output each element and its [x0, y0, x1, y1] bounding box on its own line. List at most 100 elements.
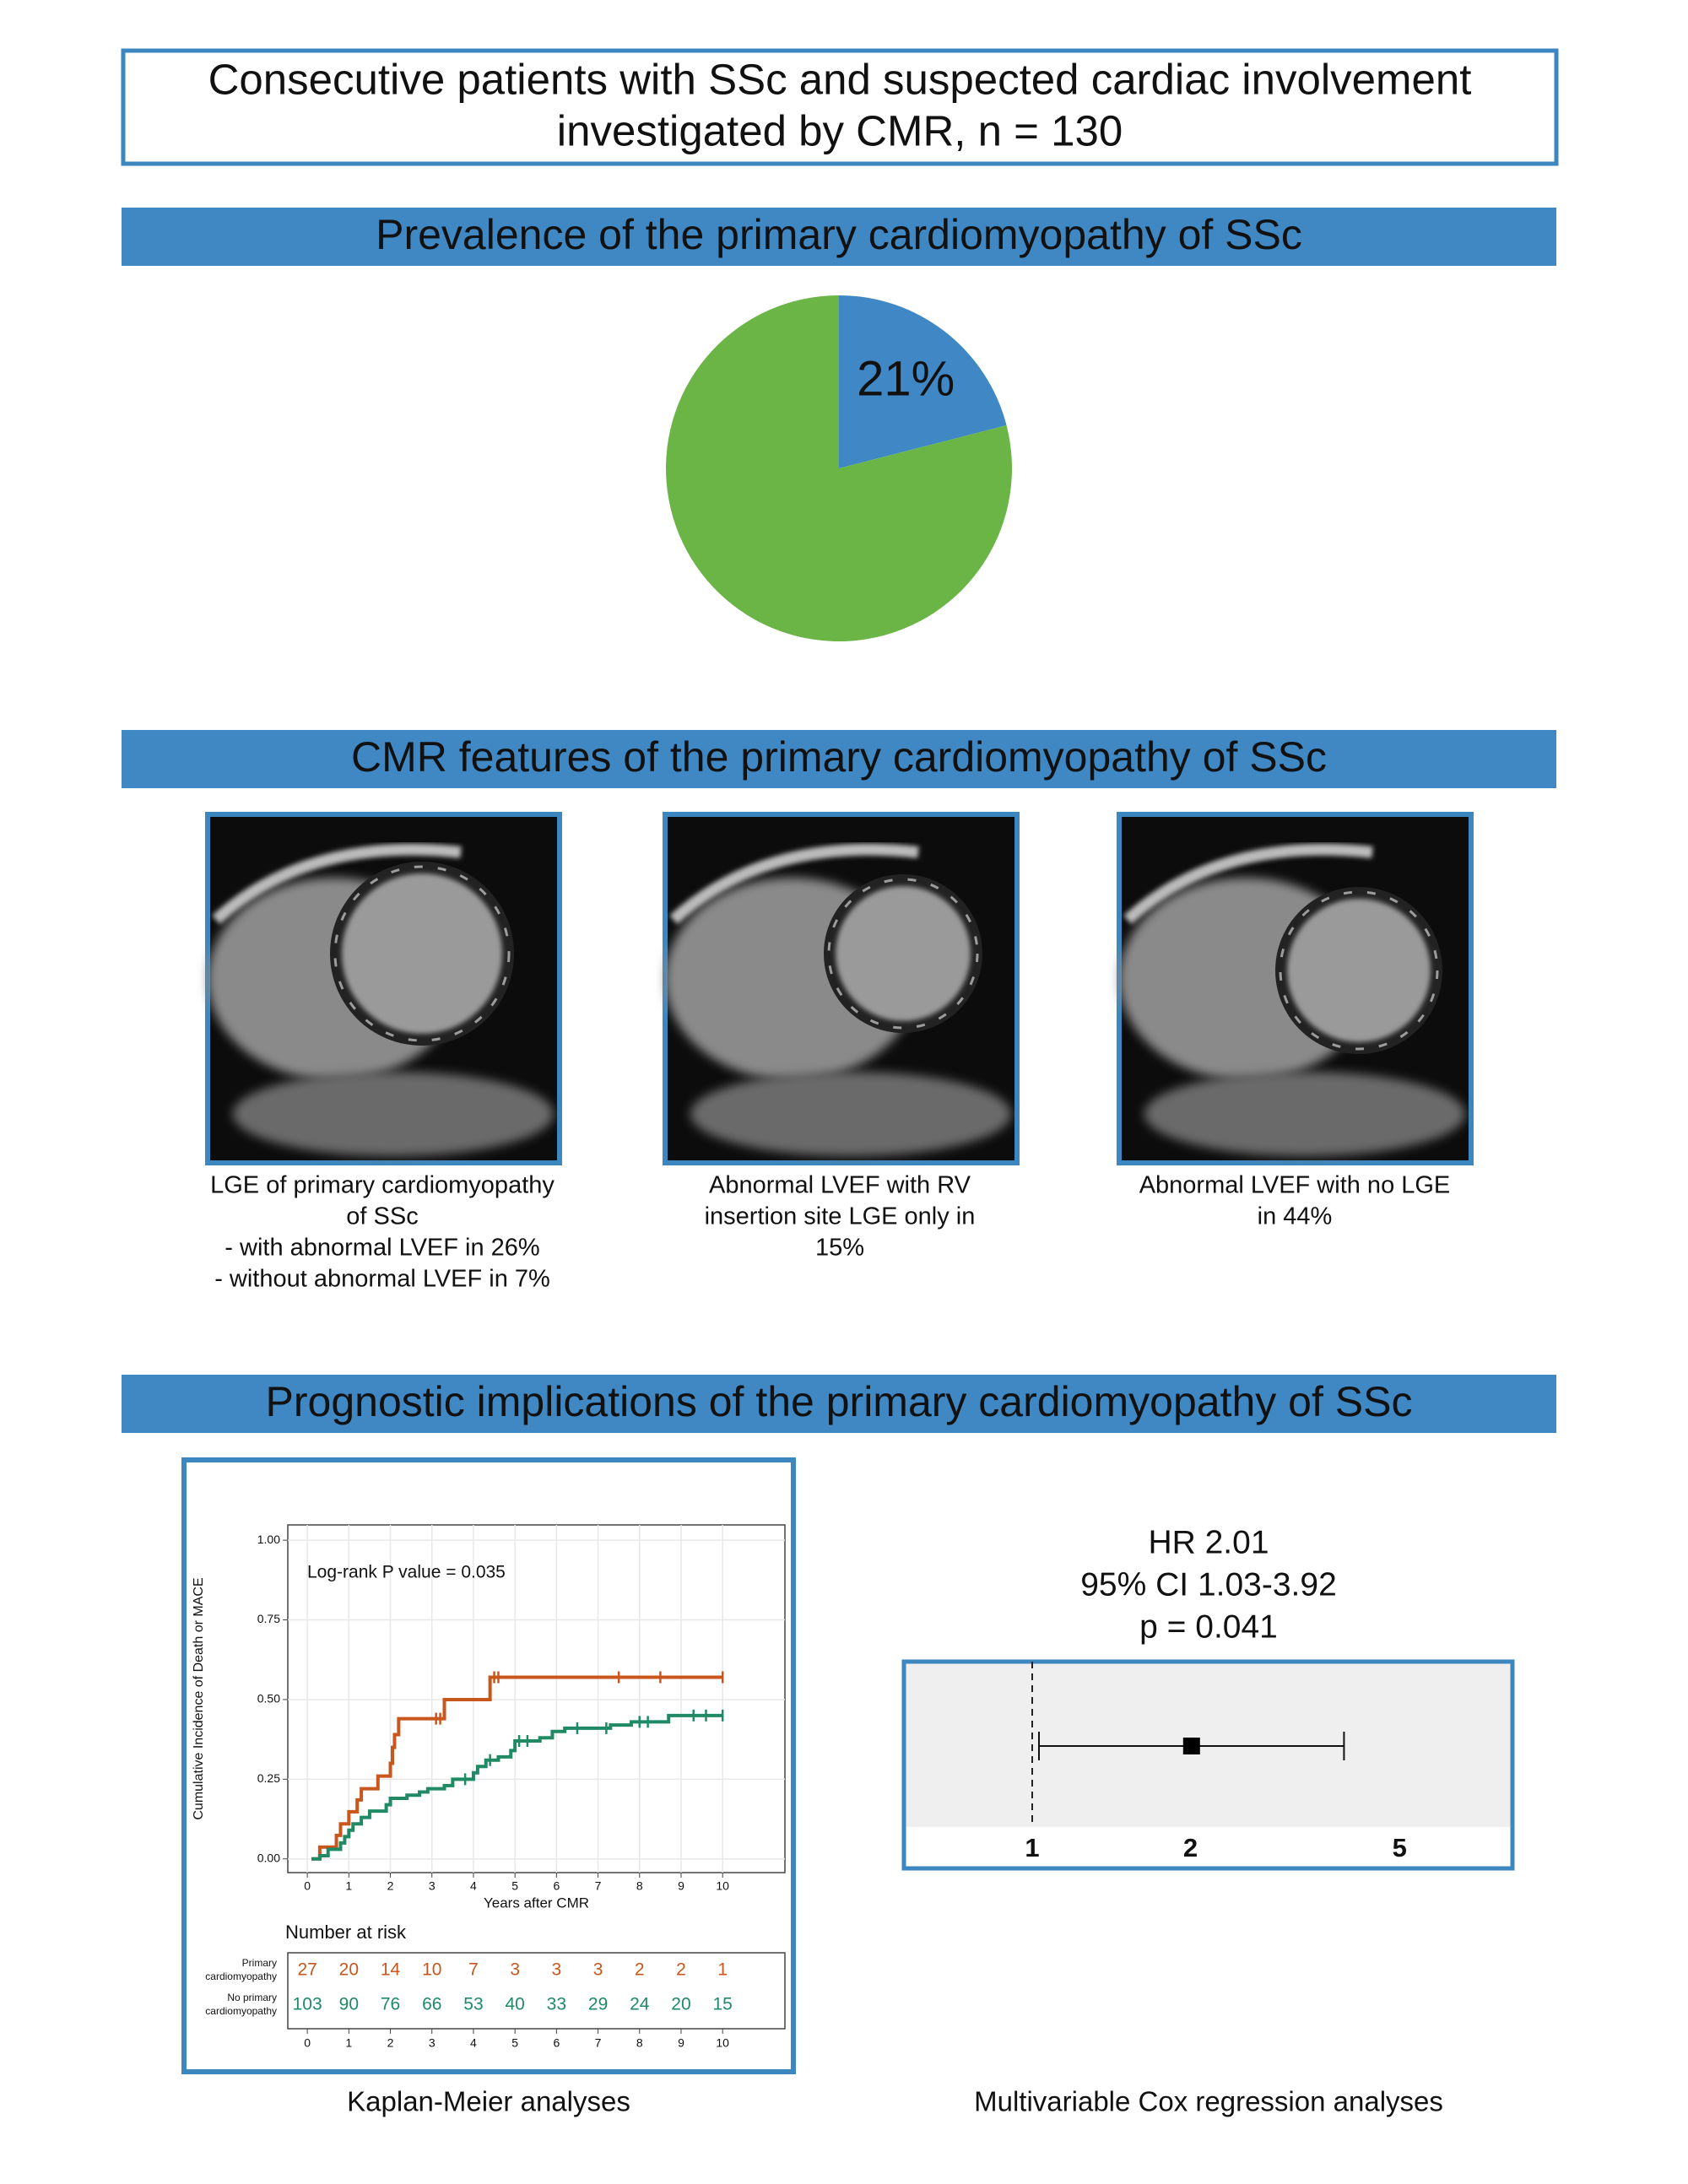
- risk-count: 3: [593, 1960, 603, 1980]
- risk-count: 3: [552, 1960, 562, 1980]
- x-tick-label: 2: [1183, 1833, 1198, 1862]
- pie-label: 21%: [857, 351, 955, 406]
- risk-count: 14: [381, 1960, 401, 1980]
- km-curve: [311, 1713, 723, 1861]
- x-tick-label: 1: [1025, 1833, 1039, 1862]
- x-tick-label: 3: [429, 1879, 436, 1893]
- hr-point: [1182, 1738, 1200, 1754]
- image-caption: - with abnormal LVEF in 26%: [225, 1235, 539, 1262]
- risk-count: 10: [422, 1960, 441, 1980]
- risk-count: 66: [422, 1995, 441, 2014]
- chest-wall: [1123, 843, 1373, 925]
- image-caption: - without abnormal LVEF in 7%: [214, 1266, 550, 1293]
- x-tick-label: 1: [345, 2036, 352, 2050]
- x-tick-label: 0: [304, 1879, 311, 1893]
- caption: Multivariable Cox regression analyses: [974, 2086, 1443, 2117]
- section-banner: [122, 1375, 1556, 1433]
- forest-annotation: p = 0.041: [1139, 1608, 1278, 1645]
- pie-slice: [666, 295, 1013, 641]
- risk-table-frame: [287, 1952, 786, 2030]
- x-tick-label: 2: [387, 1879, 394, 1893]
- x-tick-label: 10: [716, 1879, 729, 1893]
- risk-count: 3: [510, 1960, 520, 1980]
- header-title: Consecutive patients with SSc and suspec…: [208, 55, 1472, 103]
- forest-panel: [904, 1662, 1512, 1827]
- risk-count: 20: [339, 1960, 359, 1980]
- chest-wall: [212, 843, 462, 925]
- risk-row-label: cardiomyopathy: [205, 2005, 277, 2017]
- image-caption: Abnormal LVEF with no LGE: [1139, 1172, 1451, 1199]
- y-tick-label: 0.50: [257, 1692, 280, 1706]
- image-caption: Abnormal LVEF with RV: [709, 1172, 971, 1199]
- x-tick-label: 6: [553, 2036, 560, 2050]
- risk-row-label: No primary: [227, 1992, 277, 2003]
- forest-annotation: 95% CI 1.03-3.92: [1080, 1566, 1337, 1603]
- image-caption: in 44%: [1258, 1203, 1333, 1230]
- risk-count: 20: [671, 1995, 690, 2014]
- header-title: investigated by CMR, n = 130: [557, 106, 1123, 154]
- risk-count: 1: [717, 1960, 728, 1980]
- y-tick-label: 0.75: [257, 1612, 280, 1625]
- x-tick-label: 7: [595, 2036, 602, 2050]
- image-caption: insertion site LGE only in: [705, 1203, 976, 1230]
- forest-frame: [901, 1659, 1515, 1871]
- x-tick-label: 1: [345, 1879, 352, 1893]
- risk-count: 7: [468, 1960, 479, 1980]
- blood-pool: [1287, 899, 1431, 1042]
- x-tick-label: 7: [595, 1879, 602, 1893]
- section-title: Prevalence of the primary cardiomyopathy…: [376, 211, 1302, 258]
- risk-row-label: Primary: [242, 1957, 277, 1969]
- risk-row-label: cardiomyopathy: [205, 1970, 277, 1982]
- header-box: [121, 48, 1559, 166]
- cmr-image: [205, 812, 562, 1165]
- blood-pool: [342, 873, 502, 1034]
- risk-count: 53: [463, 1995, 483, 2014]
- x-tick-label: 5: [511, 1879, 518, 1893]
- section-banner: [122, 208, 1556, 266]
- x-tick-label: 8: [636, 2036, 643, 2050]
- y-tick-label: 0.25: [257, 1771, 280, 1785]
- x-tick-label: 3: [429, 2036, 436, 2050]
- risk-count: 33: [547, 1995, 566, 2014]
- annotation: Log-rank P value = 0.035: [307, 1563, 506, 1582]
- x-tick-label: 9: [678, 2036, 684, 2050]
- risk-count: 29: [588, 1995, 608, 2014]
- image-caption: of SSc: [346, 1203, 418, 1230]
- x-tick-label: 4: [470, 1879, 477, 1893]
- chest-wall: [669, 843, 919, 925]
- risk-count: 27: [297, 1960, 316, 1980]
- section-banner: [122, 730, 1556, 788]
- image-caption: LGE of primary cardiomyopathy: [210, 1172, 555, 1199]
- section-title: CMR features of the primary cardiomyopat…: [351, 733, 1327, 781]
- forest-annotation: HR 2.01: [1148, 1524, 1269, 1560]
- x-tick-label: 0: [304, 2036, 311, 2050]
- x-tick-label: 8: [636, 1879, 643, 1893]
- y-axis-label: Cumulative Incidence of Death or MACE: [192, 1577, 206, 1819]
- lge: [1279, 890, 1439, 1051]
- risk-count: 40: [505, 1995, 524, 2014]
- x-axis-label: Years after CMR: [484, 1895, 589, 1911]
- lge: [333, 865, 511, 1042]
- risk-count: 90: [339, 1995, 359, 2014]
- y-tick-label: 1.00: [257, 1533, 280, 1546]
- cmr-image: [663, 812, 1020, 1165]
- tissue: [1144, 1072, 1465, 1156]
- risk-count: 103: [293, 1995, 322, 2014]
- y-tick-label: 0.00: [257, 1851, 280, 1864]
- caption: Kaplan-Meier analyses: [347, 2086, 630, 2117]
- x-tick-label: 5: [1393, 1833, 1407, 1862]
- risk-count: 2: [676, 1960, 686, 1980]
- blood-pool: [836, 886, 971, 1021]
- x-tick-label: 6: [553, 1879, 560, 1893]
- risk-count: 2: [635, 1960, 645, 1980]
- risk-table-title: Number at risk: [285, 1922, 407, 1943]
- risk-count: 24: [630, 1995, 650, 2014]
- x-tick-label: 5: [511, 2036, 518, 2050]
- km-curve: [311, 1675, 723, 1861]
- tissue: [690, 1072, 1011, 1156]
- x-tick-label: 4: [470, 2036, 477, 2050]
- risk-count: 15: [713, 1995, 733, 2014]
- tissue: [233, 1072, 554, 1156]
